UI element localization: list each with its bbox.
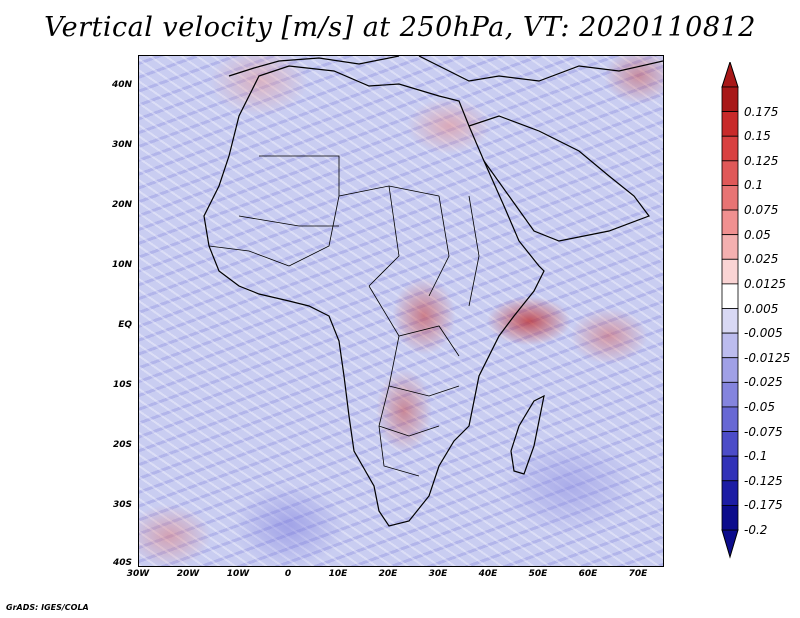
colorbar-swatch — [721, 86, 739, 113]
chart-title: Vertical velocity [m/s] at 250hPa, VT: 2… — [44, 12, 756, 43]
colorbar-label: -0.025 — [744, 375, 783, 390]
colorbar-swatch — [721, 111, 739, 137]
lat-label-30n: 30N — [111, 140, 132, 150]
colorbar-label: -0.005 — [744, 326, 783, 341]
colorbar-label: 0.15 — [744, 129, 771, 144]
map-panel — [138, 55, 664, 567]
colorbar-label: -0.175 — [744, 498, 783, 513]
colorbar — [721, 62, 739, 559]
colorbar-swatch — [721, 209, 739, 236]
lon-label-0: 0 — [284, 569, 292, 579]
colorbar-label: -0.075 — [744, 424, 783, 439]
europe-coastline — [228, 56, 663, 82]
footer-credit: GrADS: IGES/COLA — [6, 603, 89, 612]
madagascar-coastline — [510, 394, 545, 475]
lat-label-10n: 10N — [111, 260, 132, 270]
colorbar-bottom-arrow — [721, 529, 739, 559]
colorbar-top-arrow — [721, 62, 739, 88]
colorbar-swatch — [721, 308, 739, 334]
colorbar-label: 0.075 — [744, 203, 779, 218]
colorbar-label: -0.05 — [744, 399, 776, 414]
colorbar-swatch — [721, 332, 739, 359]
colorbar-swatch — [721, 258, 739, 285]
colorbar-label: 0.025 — [744, 252, 779, 267]
colorbar-swatch — [721, 234, 739, 260]
lat-label-40s: 40S — [112, 558, 132, 568]
colorbar-swatch — [721, 185, 739, 211]
colorbar-label: -0.0125 — [744, 350, 791, 365]
lon-label-40e: 40E — [478, 569, 498, 579]
colorbar-swatch — [721, 480, 739, 506]
lat-label-30s: 30S — [112, 500, 132, 510]
colorbar-swatch — [721, 160, 739, 186]
country-borders — [208, 155, 480, 477]
colorbar-swatch — [721, 406, 739, 432]
lon-label-30w: 30W — [126, 569, 150, 579]
colorbar-label: -0.1 — [744, 449, 768, 464]
lat-label-20n: 20N — [111, 200, 132, 210]
colorbar-swatch — [721, 504, 739, 531]
colorbar-label: 0.125 — [744, 153, 779, 168]
colorbar-label: 0.005 — [744, 301, 779, 316]
lat-label-20s: 20S — [112, 440, 132, 450]
lon-label-30e: 30E — [428, 569, 448, 579]
coastline-map — [203, 56, 663, 527]
lon-label-50e: 50E — [528, 569, 548, 579]
lon-label-20w: 20W — [176, 569, 200, 579]
lon-label-20e: 20E — [378, 569, 398, 579]
lon-label-10w: 10W — [226, 569, 250, 579]
lon-label-10e: 10E — [328, 569, 348, 579]
lon-label-60e: 60E — [578, 569, 598, 579]
colorbar-swatch — [721, 455, 739, 482]
vertical-velocity-field — [139, 56, 663, 566]
colorbar-label: -0.2 — [744, 523, 768, 537]
colorbar-label: 0.05 — [744, 227, 771, 242]
colorbar-label: 0.0125 — [744, 276, 786, 291]
colorbar-swatch — [721, 135, 739, 162]
colorbar-swatch — [721, 431, 739, 457]
colorbar-label: -0.125 — [744, 473, 783, 488]
colorbar-label: 0.175 — [744, 104, 779, 119]
lat-label-eq: EQ — [118, 320, 132, 330]
lat-label-10s: 10S — [112, 380, 132, 390]
lon-label-70e: 70E — [628, 569, 648, 579]
africa-coastline — [203, 65, 545, 527]
lat-label-40n: 40N — [111, 80, 132, 90]
arabia-coastline — [468, 115, 650, 242]
colorbar-swatch — [721, 381, 739, 408]
colorbar-swatch — [721, 357, 739, 383]
colorbar-label: 0.1 — [744, 178, 764, 193]
colorbar-swatch — [721, 283, 739, 309]
